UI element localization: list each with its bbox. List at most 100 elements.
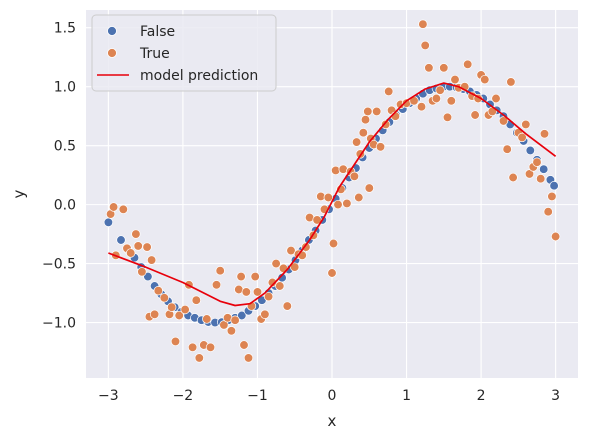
data-point-false — [549, 181, 559, 191]
data-point-true — [167, 302, 177, 312]
data-point-true — [349, 171, 360, 181]
x-axis-label: x — [328, 412, 337, 430]
data-point-true — [267, 277, 278, 288]
data-point-true — [521, 119, 531, 130]
data-point-true — [282, 301, 292, 311]
data-point-true — [146, 255, 157, 265]
data-point-false — [116, 235, 126, 245]
data-point-true — [174, 310, 184, 321]
data-point-true — [508, 172, 518, 183]
data-point-true — [517, 132, 527, 143]
x-tick-label: 2 — [477, 388, 486, 404]
legend: False True model prediction — [91, 14, 277, 92]
data-point-true — [375, 142, 386, 152]
data-point-true — [524, 169, 535, 179]
data-point-true — [239, 340, 249, 350]
data-point-true — [420, 40, 430, 51]
data-point-true — [230, 315, 240, 325]
data-point-true — [435, 85, 445, 95]
data-point-true — [205, 342, 216, 352]
y-tick-label: −1.0 — [42, 316, 76, 332]
data-point-true — [328, 238, 339, 249]
x-tick-label: 3 — [551, 388, 560, 404]
data-point-true — [418, 19, 428, 29]
data-point-true — [191, 295, 201, 305]
data-point-true — [202, 314, 212, 324]
data-point-true — [133, 241, 143, 251]
data-point-true — [149, 309, 160, 319]
legend-marker-false — [107, 26, 117, 36]
x-tick-label: 0 — [328, 388, 337, 404]
data-point-false — [237, 310, 247, 321]
data-point-true — [439, 63, 449, 73]
x-tick-label: −2 — [173, 388, 194, 404]
data-point-true — [250, 271, 260, 282]
data-point-true — [543, 207, 553, 217]
data-point-true — [187, 342, 198, 352]
data-point-true — [547, 191, 557, 202]
y-tick-label: −0.5 — [42, 257, 76, 273]
data-point-true — [480, 74, 490, 85]
x-tick-label: 1 — [402, 388, 411, 404]
data-point-true — [159, 293, 169, 303]
tick-labels: −3 −2 −1 0 1 2 3 −1.0 −0.5 0.0 0.5 1.0 1.5 — [42, 21, 560, 404]
data-point-true — [431, 93, 442, 104]
data-point-true — [450, 74, 460, 85]
data-point-true — [360, 115, 371, 125]
data-point-true — [327, 268, 337, 278]
data-point-true — [215, 266, 225, 276]
y-tick-label: 1.5 — [54, 21, 76, 37]
data-point-true — [194, 353, 204, 363]
x-tick-label: −3 — [98, 388, 119, 404]
data-point-true — [301, 242, 311, 252]
data-point-true — [211, 280, 222, 290]
data-point-true — [290, 262, 300, 272]
data-point-true — [323, 192, 333, 203]
data-point-true — [498, 116, 509, 126]
data-point-true — [126, 248, 136, 258]
data-point-true — [536, 174, 546, 184]
data-point-true — [333, 199, 343, 210]
y-axis-label: y — [10, 189, 28, 198]
data-point-true — [364, 183, 374, 193]
x-tick-label: −1 — [247, 388, 268, 404]
data-point-true — [416, 102, 427, 112]
data-point-true — [506, 77, 516, 87]
data-point-true — [252, 287, 263, 297]
data-point-true — [532, 157, 542, 167]
data-point-true — [131, 229, 141, 239]
data-point-true — [463, 59, 473, 69]
data-point-true — [470, 110, 480, 120]
data-point-true — [491, 93, 501, 104]
data-point-true — [372, 106, 382, 117]
data-point-true — [170, 336, 181, 347]
y-tick-label: 0.0 — [54, 198, 76, 214]
data-point-true — [384, 86, 394, 97]
data-point-true — [153, 286, 163, 296]
data-point-true — [180, 304, 190, 315]
legend-label-model-prediction: model prediction — [140, 68, 258, 84]
legend-marker-true — [107, 48, 117, 58]
data-point-true — [271, 258, 281, 269]
y-tick-label: 0.5 — [54, 139, 76, 155]
prediction-line — [108, 82, 557, 307]
data-point-true — [108, 202, 119, 212]
data-point-true — [142, 242, 152, 252]
data-point-true — [275, 281, 285, 291]
data-point-true — [381, 119, 391, 130]
data-point-true — [424, 63, 434, 73]
data-point-false — [103, 217, 114, 227]
data-point-true — [137, 267, 147, 277]
data-point-false — [525, 145, 535, 156]
data-point-true — [502, 144, 512, 154]
data-point-false — [143, 271, 153, 282]
data-point-true — [263, 291, 274, 302]
legend-label-false: False — [140, 24, 175, 40]
data-point-true — [286, 245, 296, 256]
data-point-true — [351, 137, 362, 147]
legend-label-true: True — [139, 46, 170, 62]
data-point-true — [342, 198, 352, 209]
data-point-true — [358, 128, 368, 138]
data-point-true — [241, 287, 251, 297]
